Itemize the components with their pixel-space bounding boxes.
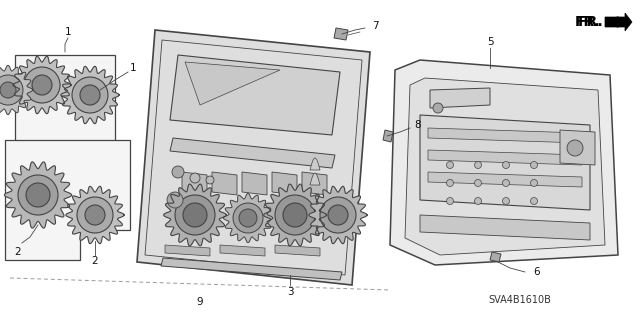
Polygon shape bbox=[490, 252, 501, 262]
Polygon shape bbox=[161, 258, 342, 280]
Circle shape bbox=[474, 180, 481, 187]
Circle shape bbox=[172, 166, 184, 178]
Circle shape bbox=[447, 197, 454, 204]
Polygon shape bbox=[5, 140, 130, 260]
Text: FR.: FR. bbox=[578, 15, 604, 29]
Circle shape bbox=[32, 75, 52, 95]
Circle shape bbox=[0, 82, 16, 98]
Circle shape bbox=[80, 85, 100, 105]
Text: FR.: FR. bbox=[575, 15, 601, 29]
Circle shape bbox=[206, 176, 214, 184]
Polygon shape bbox=[430, 88, 490, 108]
Text: 2: 2 bbox=[92, 256, 99, 266]
Polygon shape bbox=[420, 215, 590, 240]
Circle shape bbox=[18, 175, 58, 215]
Polygon shape bbox=[272, 172, 297, 195]
Circle shape bbox=[567, 140, 583, 156]
Text: 5: 5 bbox=[486, 37, 493, 47]
Polygon shape bbox=[13, 56, 71, 114]
Polygon shape bbox=[275, 245, 320, 256]
Circle shape bbox=[233, 203, 263, 233]
Polygon shape bbox=[264, 184, 326, 246]
Polygon shape bbox=[182, 172, 207, 195]
Circle shape bbox=[167, 192, 183, 208]
Polygon shape bbox=[185, 62, 280, 105]
Text: 1: 1 bbox=[65, 27, 71, 37]
Polygon shape bbox=[334, 28, 348, 40]
Circle shape bbox=[275, 195, 315, 235]
Circle shape bbox=[320, 197, 356, 233]
Circle shape bbox=[474, 161, 481, 168]
Circle shape bbox=[175, 195, 215, 235]
Polygon shape bbox=[170, 55, 340, 135]
Text: 1: 1 bbox=[130, 63, 136, 73]
Circle shape bbox=[502, 161, 509, 168]
Polygon shape bbox=[560, 130, 595, 165]
Polygon shape bbox=[66, 186, 124, 244]
Circle shape bbox=[85, 205, 105, 225]
Polygon shape bbox=[0, 65, 33, 115]
Circle shape bbox=[502, 180, 509, 187]
Polygon shape bbox=[137, 30, 370, 285]
Text: 6: 6 bbox=[534, 267, 540, 277]
Circle shape bbox=[531, 197, 538, 204]
Polygon shape bbox=[390, 60, 618, 265]
Polygon shape bbox=[4, 162, 72, 228]
Circle shape bbox=[531, 161, 538, 168]
Polygon shape bbox=[428, 128, 582, 143]
Circle shape bbox=[77, 197, 113, 233]
Polygon shape bbox=[420, 115, 590, 210]
Circle shape bbox=[239, 209, 257, 227]
Polygon shape bbox=[212, 172, 237, 195]
Polygon shape bbox=[242, 172, 267, 195]
Polygon shape bbox=[428, 150, 582, 165]
Circle shape bbox=[328, 205, 348, 225]
Polygon shape bbox=[164, 184, 227, 246]
Polygon shape bbox=[220, 245, 265, 256]
Polygon shape bbox=[605, 13, 632, 31]
Circle shape bbox=[531, 180, 538, 187]
Circle shape bbox=[474, 197, 481, 204]
Circle shape bbox=[447, 180, 454, 187]
Text: 8: 8 bbox=[415, 120, 421, 130]
Circle shape bbox=[447, 161, 454, 168]
Circle shape bbox=[283, 203, 307, 227]
Circle shape bbox=[24, 67, 60, 103]
Circle shape bbox=[433, 103, 443, 113]
Circle shape bbox=[72, 77, 108, 113]
Text: 7: 7 bbox=[372, 21, 378, 31]
Polygon shape bbox=[165, 245, 210, 256]
Polygon shape bbox=[15, 55, 115, 145]
Text: SVA4B1610B: SVA4B1610B bbox=[488, 295, 552, 305]
Circle shape bbox=[0, 75, 23, 105]
Text: 2: 2 bbox=[15, 247, 21, 257]
Polygon shape bbox=[302, 172, 327, 195]
Text: 3: 3 bbox=[287, 287, 293, 297]
Circle shape bbox=[26, 183, 50, 207]
Polygon shape bbox=[61, 66, 119, 124]
Circle shape bbox=[190, 173, 200, 183]
Circle shape bbox=[183, 203, 207, 227]
Polygon shape bbox=[223, 193, 273, 243]
Polygon shape bbox=[310, 173, 320, 185]
Polygon shape bbox=[405, 78, 605, 255]
Polygon shape bbox=[383, 130, 393, 142]
Polygon shape bbox=[310, 158, 320, 170]
Polygon shape bbox=[309, 186, 367, 244]
Text: 9: 9 bbox=[196, 297, 204, 307]
Polygon shape bbox=[428, 172, 582, 187]
Polygon shape bbox=[170, 138, 335, 168]
Circle shape bbox=[502, 197, 509, 204]
